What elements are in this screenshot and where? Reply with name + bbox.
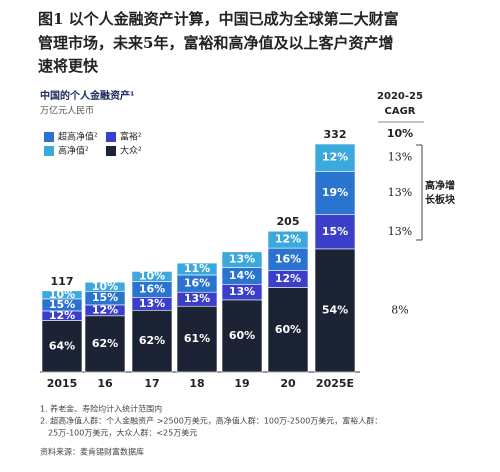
segment-label: 60%: [229, 329, 255, 342]
cagr-total: 10%: [387, 127, 413, 140]
legend-swatch: [44, 132, 54, 142]
bar-segment: [176, 305, 218, 373]
segment-label: 13%: [229, 285, 255, 298]
segment-label: 15%: [92, 291, 118, 304]
segment-label: 12%: [275, 233, 301, 246]
bar-segment: [314, 171, 356, 215]
total-label: 117: [51, 275, 74, 288]
cagr-header: 2020-25: [377, 91, 423, 102]
segment-label: 16%: [139, 282, 165, 295]
cagr-value: 13%: [388, 151, 412, 164]
bar-segment: [314, 248, 356, 373]
legend-label: 大众²: [120, 145, 142, 157]
segment-label: 16%: [275, 252, 301, 265]
segment-label: 54%: [322, 303, 348, 316]
segment-label: 10%: [49, 288, 75, 301]
legend-label: 超高净值²: [58, 131, 98, 143]
cagr-value: 8%: [391, 303, 408, 316]
footnote: 2. 超高净值人群：个人金融资产 >2500万美元，高净值人群：100万-250…: [40, 416, 382, 426]
total-label: 332: [324, 128, 347, 141]
bar-segment: [267, 287, 309, 373]
segment-label: 10%: [139, 269, 165, 282]
segment-label: 60%: [275, 323, 301, 336]
bar-segment: [131, 271, 173, 282]
segment-label: 64%: [49, 339, 75, 352]
footnote: 资料来源：麦肯锡财富数据库: [40, 447, 144, 457]
x-tick-label: 17: [144, 377, 159, 390]
cagr-value: 13%: [388, 186, 412, 199]
cagr-header: CAGR: [385, 106, 416, 117]
x-tick-label: 19: [234, 377, 249, 390]
segment-label: 16%: [184, 277, 210, 290]
footnote: 25万-100万美元，大众人群：<25万美元: [48, 428, 197, 438]
segment-label: 62%: [139, 334, 165, 347]
bar-segment: [221, 299, 263, 373]
segment-label: 15%: [49, 298, 75, 311]
bar-segment: [314, 214, 356, 250]
cagr-value: 13%: [388, 225, 412, 238]
segment-label: 61%: [184, 332, 210, 345]
bracket-label: 高净增: [425, 179, 455, 192]
segment-label: 11%: [184, 262, 210, 275]
footnote: 1. 养老金、寿险均计入统计范围内: [40, 404, 162, 414]
x-tick-label: 20: [280, 377, 296, 390]
bar-segment: [267, 230, 309, 249]
chart-subtitle: 中国的个人金融资产¹: [40, 89, 134, 102]
bar-segment: [41, 290, 83, 300]
title-line: 图1 以个人金融资产计算，中国已成为全球第二大财富: [38, 10, 399, 28]
title-line: 管理市场，未来5年，富裕和高净值及以上客户资产增: [38, 34, 393, 52]
title-line: 速将更快: [38, 57, 99, 75]
segment-label: 13%: [184, 292, 210, 305]
segment-label: 19%: [322, 186, 348, 199]
segment-label: 62%: [92, 337, 118, 350]
bar-segment: [84, 315, 126, 373]
bar-segment: [176, 262, 218, 276]
x-tick-label: 16: [97, 377, 113, 390]
segment-label: 12%: [92, 303, 118, 316]
x-tick-label: 18: [189, 377, 204, 390]
segment-label: 12%: [322, 151, 348, 164]
segment-label: 10%: [92, 280, 118, 293]
unit-label: 万亿元人民币: [40, 105, 94, 117]
bar-segment: [221, 251, 263, 268]
bar-segment: [41, 320, 83, 373]
segment-label: 13%: [229, 253, 255, 266]
x-tick-label: 2015: [47, 377, 78, 390]
segment-label: 12%: [49, 309, 75, 322]
bar-segment: [84, 281, 126, 292]
legend-label: 高净值²: [58, 145, 89, 157]
legend-swatch: [44, 146, 54, 156]
legend-swatch: [106, 132, 116, 142]
segment-label: 12%: [275, 272, 301, 285]
legend-swatch: [106, 146, 116, 156]
segment-label: 13%: [139, 297, 165, 310]
bar-segment: [314, 143, 356, 172]
segment-label: 14%: [229, 269, 255, 282]
segment-label: 15%: [322, 225, 348, 238]
x-tick-label: 2025E: [316, 377, 354, 390]
legend-label: 富裕²: [120, 131, 142, 143]
bracket-label: 长板块: [425, 193, 456, 206]
total-label: 205: [277, 215, 300, 228]
